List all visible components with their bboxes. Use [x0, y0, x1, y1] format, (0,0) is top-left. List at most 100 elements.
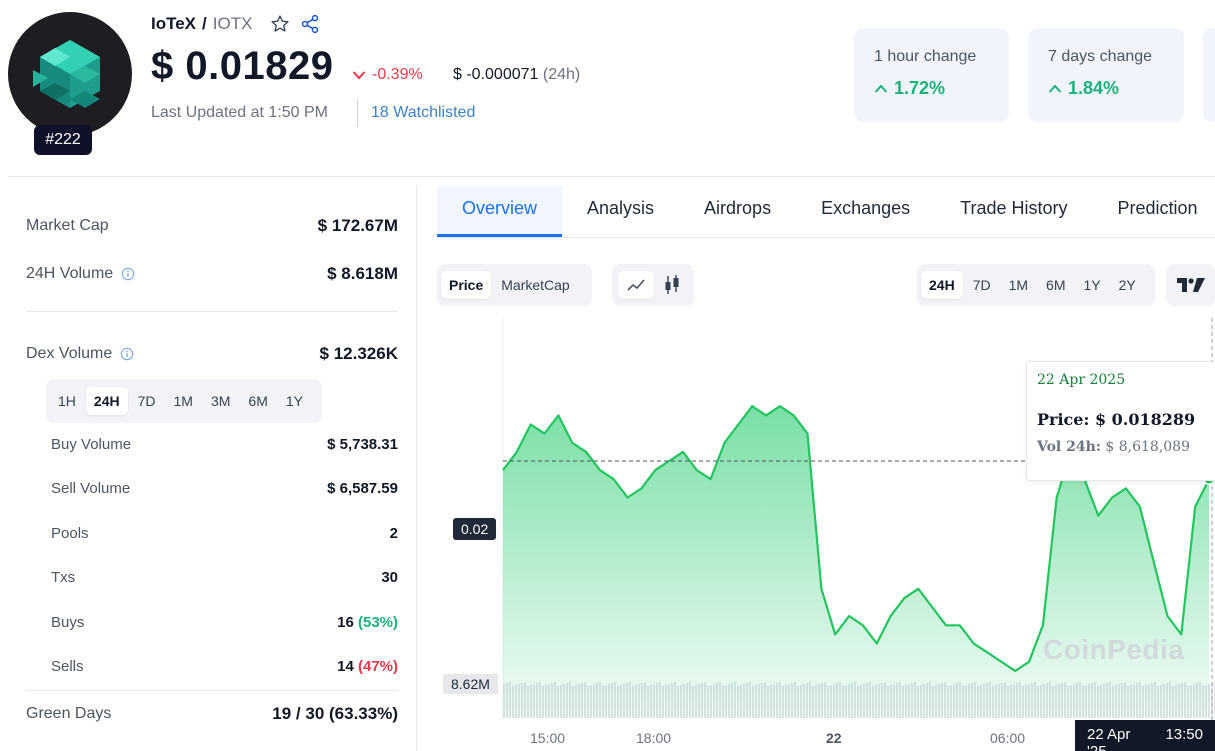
price-change-abs: $ -0.000071 (24h): [453, 66, 580, 84]
stats-divider: [26, 311, 398, 312]
section-tabs: Overview Analysis Airdrops Exchanges Tra…: [437, 186, 1215, 238]
coin-name: IoTeX: [151, 14, 197, 33]
tooltip-date: 22 Apr 2025: [1037, 372, 1126, 388]
stat-label: Dex Volume: [26, 345, 134, 363]
stat-label: Sell Volume: [51, 480, 131, 497]
change-7d-value: 1.84%: [1068, 78, 1120, 98]
range-2y[interactable]: 2Y: [1118, 277, 1136, 293]
dex-period-24h[interactable]: 24H: [85, 387, 128, 415]
range-24h[interactable]: 24H: [921, 271, 963, 299]
column-divider: [416, 185, 417, 751]
buys-pct: (53%): [357, 614, 398, 631]
coin-logo: [8, 12, 132, 136]
price-change-pct: -0.39%: [352, 66, 423, 84]
metric-marketcap[interactable]: MarketCap: [501, 277, 570, 293]
change-card-label: 7 days change: [1048, 48, 1153, 65]
metric-price[interactable]: Price: [441, 271, 492, 299]
chevron-up-icon: [874, 84, 888, 93]
line-chart-icon[interactable]: [618, 271, 654, 299]
star-icon[interactable]: [270, 14, 290, 34]
current-price: $ 0.01829: [151, 44, 334, 88]
tooltip-price: Price: $ 0.018289: [1037, 410, 1215, 429]
tradingview-icon: [1176, 278, 1205, 292]
change-pct-value: -0.39%: [372, 66, 423, 83]
last-updated: Last Updated at 1:50 PM: [151, 104, 328, 121]
stat-value: $ 8.618M: [327, 264, 398, 283]
stat-dex-volume: Dex Volume $ 12.326K: [26, 344, 398, 364]
stat-label: Green Days: [26, 705, 112, 722]
x-tick-label: 22: [826, 730, 842, 746]
range-1m[interactable]: 1M: [1008, 277, 1029, 293]
tab-prediction[interactable]: Prediction: [1117, 198, 1198, 218]
share-icon[interactable]: [300, 14, 320, 34]
tab-airdrops[interactable]: Airdrops: [704, 198, 772, 218]
stat-label: Sells: [51, 658, 84, 675]
stat-sells: Sells 14 (47%): [51, 658, 398, 675]
stat-label: Buys: [51, 614, 85, 631]
x-tick-label: 18:00: [636, 730, 672, 746]
title-separator: /: [202, 14, 207, 33]
stat-label: 24H Volume: [26, 265, 135, 283]
stat-market-cap: Market Cap $ 172.67M: [26, 216, 398, 236]
stat-value: 2: [389, 525, 398, 542]
stat-pools: Pools 2: [51, 525, 398, 542]
change-period: (24h): [542, 66, 581, 83]
tooltip-volume-value: $ 8,618,089: [1105, 439, 1190, 455]
stat-24h-volume: 24H Volume $ 8.618M: [26, 264, 398, 284]
range-1y[interactable]: 1Y: [1083, 277, 1101, 293]
change-card-7d: 7 days change 1.84%: [1028, 28, 1184, 122]
change-card-label: 1 hour change: [874, 48, 977, 65]
tab-exchanges[interactable]: Exchanges: [821, 198, 911, 218]
candlestick-icon[interactable]: [662, 274, 682, 296]
stat-buy-volume: Buy Volume $ 5,738.31: [51, 436, 398, 453]
change-abs-value: $ -0.000071: [453, 66, 539, 83]
stat-label: Buy Volume: [51, 436, 132, 453]
watchlisted-link[interactable]: 18 Watchlisted: [371, 104, 476, 121]
dex-period-3m[interactable]: 3M: [210, 393, 231, 409]
chevron-up-icon: [1048, 84, 1062, 93]
coin-symbol: IOTX: [212, 14, 253, 33]
stat-green-days: Green Days 19 / 30 (63.33%): [26, 704, 398, 724]
stat-value: 19 / 30 (63.33%): [272, 704, 398, 723]
change-card-value: 1.72%: [874, 78, 989, 99]
change-card-1h: 1 hour change 1.72%: [854, 28, 1009, 122]
stat-value: 16 (53%): [337, 614, 398, 631]
header-divider: [357, 99, 358, 127]
stat-label: Pools: [51, 525, 89, 542]
change-card-partial: [1203, 28, 1215, 122]
buys-count: 16: [337, 614, 354, 631]
stat-value: 14 (47%): [337, 658, 398, 675]
price-chart[interactable]: 0.02 8.62M 15:00 18:00 22 06:00 22 Apr '…: [437, 318, 1215, 751]
stat-buys: Buys 16 (53%): [51, 614, 398, 631]
dex-period-1h[interactable]: 1H: [58, 393, 76, 409]
stat-value: $ 172.67M: [317, 216, 398, 235]
dex-period-7d[interactable]: 7D: [137, 393, 156, 409]
stat-value: $ 12.326K: [319, 344, 398, 363]
sells-count: 14: [337, 658, 354, 675]
chart-metric-toggle: Price MarketCap: [437, 264, 592, 306]
dex-period-selector: 1H 24H 7D 1M 3M 6M 1Y: [46, 379, 322, 423]
change-card-value: 1.84%: [1048, 78, 1164, 99]
range-6m[interactable]: 6M: [1046, 277, 1066, 293]
crosshair-date: 22 Apr '25: [1087, 726, 1131, 751]
stats-divider: [26, 690, 398, 691]
tab-overview[interactable]: Overview: [437, 186, 563, 237]
price-area: [503, 406, 1209, 718]
dex-period-1y[interactable]: 1Y: [285, 393, 303, 409]
info-icon[interactable]: [121, 267, 135, 281]
tradingview-button[interactable]: [1166, 264, 1215, 306]
range-7d[interactable]: 7D: [972, 277, 991, 293]
x-tick-label: 06:00: [990, 730, 1026, 746]
info-icon[interactable]: [120, 347, 134, 361]
stat-txs: Txs 30: [51, 569, 398, 586]
dex-period-1m[interactable]: 1M: [173, 393, 193, 409]
stat-value: $ 5,738.31: [327, 436, 398, 453]
stat-sell-volume: Sell Volume $ 6,587.59: [51, 480, 398, 497]
dex-period-6m[interactable]: 6M: [248, 393, 268, 409]
x-axis-crosshair-tag: 22 Apr '25 13:50: [1075, 720, 1215, 751]
tab-trade-history[interactable]: Trade History: [960, 198, 1068, 218]
coinpedia-watermark: CoinPedia: [1043, 634, 1185, 665]
price-line: [502, 405, 1210, 672]
tab-analysis[interactable]: Analysis: [587, 198, 655, 218]
chart-tooltip: 22 Apr 2025 Price: $ 0.018289 Vol 24h: $…: [1026, 361, 1215, 481]
